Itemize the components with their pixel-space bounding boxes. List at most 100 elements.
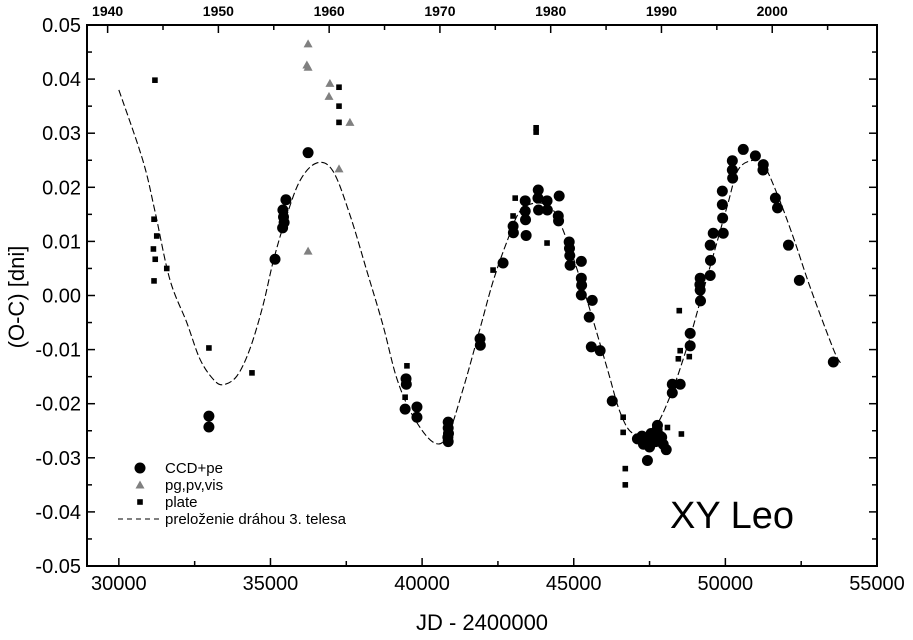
ccd-pe-point [726, 164, 738, 176]
ccd-pe-point [203, 421, 215, 433]
y-tick-label: 0.00 [42, 286, 81, 308]
plate-point [152, 256, 159, 263]
x-tick-label: 40000 [394, 573, 450, 595]
ccd-pe-point [716, 185, 728, 197]
plate-point [153, 233, 160, 239]
ccd-pe-point [757, 164, 769, 176]
pg-pv-vis-point [334, 164, 344, 173]
ccd-pe-point [302, 147, 314, 159]
plate-point [678, 431, 685, 437]
top-year-label: 1940 [92, 3, 123, 19]
x-tick-label: 55000 [849, 573, 905, 595]
data-points-layer [150, 39, 839, 488]
x-tick-label: 35000 [243, 573, 299, 595]
legend-circle-icon [134, 462, 146, 474]
y-tick-label: -0.02 [35, 394, 81, 416]
legend-label: preloženie dráhou 3. telesa [165, 511, 347, 528]
y-tick-label: 0.03 [42, 123, 81, 145]
ccd-pe-point [749, 150, 761, 162]
top-year-label: 2000 [757, 3, 788, 19]
ccd-pe-point [674, 378, 686, 390]
ccd-pe-point [553, 190, 565, 202]
ccd-pe-point [497, 257, 509, 269]
ccd-pe-point [576, 279, 588, 291]
ccd-pe-point [704, 239, 716, 251]
plate-point [151, 278, 157, 284]
pg-pv-vis-point [324, 91, 334, 100]
x-tick-label: 45000 [546, 573, 602, 595]
ccd-pe-point [641, 455, 653, 467]
ccd-pe-point [507, 227, 519, 239]
ccd-pe-point [606, 395, 618, 407]
top-year-label: 1950 [203, 3, 234, 19]
plate-point [622, 482, 629, 488]
plate-point [206, 345, 212, 351]
ccd-pe-point [520, 214, 532, 226]
plate-point [675, 355, 682, 362]
ccd-pe-point [684, 327, 696, 339]
ccd-pe-point [269, 253, 281, 265]
plate-point [150, 246, 157, 252]
ccd-pe-point [519, 205, 531, 217]
top-year-label: 1970 [424, 3, 455, 19]
ccd-pe-point [716, 199, 728, 211]
ccd-pe-point [280, 194, 292, 206]
plate-point [510, 213, 516, 219]
ccd-pe-point [705, 254, 717, 266]
legend-label: CCD+pe [165, 460, 223, 477]
ccd-pe-point [541, 204, 553, 216]
ccd-pe-point [586, 294, 598, 306]
ccd-pe-point [442, 436, 454, 448]
plate-point [336, 103, 342, 109]
legend-label: plate [165, 494, 198, 511]
legend-triangle-icon [135, 480, 145, 489]
ccd-pe-point [400, 378, 412, 390]
ccd-pe-point [553, 215, 565, 227]
plate-point [544, 240, 550, 246]
plate-point [402, 394, 408, 401]
ccd-pe-point [707, 227, 719, 239]
ccd-pe-point [411, 401, 423, 413]
plate-point [163, 265, 170, 272]
ccd-pe-point [726, 155, 738, 167]
pg-pv-vis-point [325, 78, 335, 87]
plate-point [512, 195, 519, 201]
y-tick-label: 0.01 [42, 231, 81, 253]
ccd-pe-point [575, 255, 587, 267]
ccd-pe-point [656, 431, 668, 443]
axes-layer: 30000 35000 40000 45000 50000 55000 0.05 0.04 0.… [35, 3, 904, 595]
ccd-pe-point [717, 227, 729, 239]
plate-point [677, 347, 683, 354]
y-tick-label: -0.05 [35, 556, 81, 578]
pg-pv-vis-point [345, 117, 355, 126]
ccd-pe-point [520, 229, 532, 241]
ccd-pe-point [411, 411, 423, 423]
y-tick-label: 0.04 [42, 69, 81, 91]
ccd-pe-point [651, 419, 663, 431]
ccd-pe-point [827, 356, 839, 368]
plate-point [622, 465, 629, 472]
plate-point [490, 267, 496, 273]
plate-point [152, 77, 158, 83]
plate-point [336, 119, 342, 126]
fit-curve-layer [118, 89, 842, 445]
plate-point [336, 84, 342, 91]
ccd-pe-point [564, 249, 576, 261]
fit-curve-third-body [118, 89, 842, 445]
ccd-pe-point [532, 192, 544, 204]
ccd-pe-point [399, 403, 411, 415]
ccd-pe-point [532, 184, 544, 196]
ccd-pe-point [684, 340, 696, 352]
plate-point [686, 353, 693, 360]
ccd-pe-point [585, 341, 597, 353]
y-axis-title: (O-C) [dni] [4, 246, 29, 349]
top-year-label: 1960 [314, 3, 345, 19]
ccd-pe-point [772, 202, 784, 214]
y-tick-label: -0.03 [35, 448, 81, 470]
plate-point [664, 424, 671, 431]
ccd-pe-point [704, 269, 716, 281]
top-year-label: 1990 [646, 3, 677, 19]
pg-pv-vis-point [303, 39, 313, 48]
ccd-pe-point [666, 387, 678, 399]
